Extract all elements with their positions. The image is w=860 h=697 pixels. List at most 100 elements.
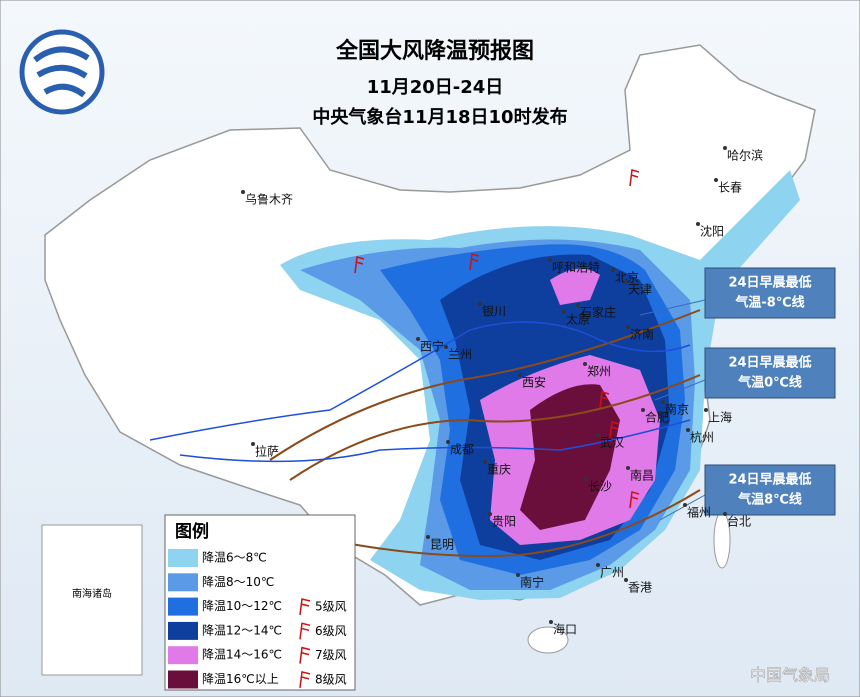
city-dot	[723, 146, 727, 150]
callout-text: 气温-8℃线	[735, 295, 804, 311]
callout-box	[704, 464, 836, 516]
watermark: 中国气象局	[750, 666, 830, 685]
inset-box	[41, 524, 143, 676]
city-dot	[723, 512, 727, 516]
legend-swatch	[168, 621, 198, 640]
city-dot	[251, 442, 255, 446]
city-label: 沈阳	[700, 224, 724, 239]
city-dot	[488, 512, 492, 516]
logo	[19, 29, 105, 115]
city-dot	[562, 310, 566, 314]
legend-swatch	[168, 670, 198, 689]
wind-flag	[299, 598, 311, 616]
city-label: 杭州	[690, 430, 714, 445]
callout-box	[704, 267, 836, 319]
city-dot	[483, 460, 487, 464]
city-dot	[549, 620, 553, 624]
inset-label: 南海诸岛	[72, 587, 112, 600]
city-label: 台北	[727, 514, 751, 529]
city-label: 西安	[522, 375, 546, 390]
city-label: 广州	[600, 566, 624, 580]
city-label: 香港	[628, 581, 652, 595]
city-label: 兰州	[448, 348, 472, 362]
wind-flag	[609, 421, 620, 439]
city-label: 南宁	[520, 575, 544, 590]
legend-label: 降温14～16℃	[202, 648, 282, 662]
legend-label: 降温10～12℃	[202, 599, 282, 613]
wind-flag	[629, 169, 640, 187]
city-label: 呼和浩特	[552, 260, 600, 275]
wind-flag	[629, 491, 640, 509]
rivers	[149, 321, 691, 463]
city-dot	[518, 373, 522, 377]
city-label: 福州	[687, 505, 711, 520]
wind-flag	[469, 253, 480, 271]
city-dot	[446, 440, 450, 444]
city-dot	[576, 303, 580, 307]
city-dot	[444, 345, 448, 349]
period: 11月20日-24日	[367, 77, 504, 98]
city-dot	[624, 578, 628, 582]
city-dot	[704, 408, 708, 412]
city-dot	[416, 337, 420, 341]
legend-swatch	[168, 646, 198, 665]
legend-label: 降温6～8℃	[202, 551, 267, 565]
city-label: 南京	[665, 402, 689, 417]
city-label: 南昌	[630, 468, 654, 483]
city-dot	[583, 362, 587, 366]
city-dot	[696, 222, 700, 226]
city-label: 重庆	[487, 463, 511, 477]
city-dot	[624, 280, 628, 284]
city-dot	[478, 302, 482, 306]
city-dot	[596, 563, 600, 567]
city-label: 天津	[628, 283, 652, 297]
wind-label: 8级风	[315, 672, 347, 686]
city-label: 长春	[718, 181, 742, 195]
city-dot	[596, 433, 600, 437]
city-dot	[661, 400, 665, 404]
city-label: 成都	[450, 443, 474, 457]
city-dot	[641, 408, 645, 412]
legend-label: 降温16℃以上	[202, 672, 279, 686]
city-dot	[611, 268, 615, 272]
callout-text: 24日早晨最低	[728, 275, 811, 291]
wind-flag	[299, 670, 311, 688]
callout-text: 气温8℃线	[738, 492, 802, 508]
legend-label: 降温8～10℃	[202, 575, 274, 589]
isotherms	[269, 309, 701, 557]
city-label: 海口	[553, 622, 577, 637]
legend-swatch	[168, 549, 198, 567]
city-label: 贵阳	[492, 515, 516, 529]
issuer: 中央气象台11月18日10时发布	[312, 106, 567, 128]
city-label: 石家庄	[580, 305, 616, 320]
zone-16-plus	[520, 384, 620, 530]
city-label: 西宁	[420, 339, 444, 354]
hainan	[527, 626, 569, 654]
wind-flag	[299, 622, 311, 640]
city-dot	[241, 190, 245, 194]
city-dot	[626, 466, 630, 470]
city-label: 银川	[482, 305, 506, 319]
callout-box	[704, 347, 836, 399]
wind-label: 7级风	[315, 648, 347, 662]
wind-flag	[354, 256, 365, 274]
city-label: 拉萨	[255, 444, 279, 459]
city-dot	[516, 573, 520, 577]
legend-swatch	[168, 573, 198, 592]
callout-text: 24日早晨最低	[728, 472, 811, 488]
city-dot	[626, 325, 630, 329]
city-dot	[714, 178, 718, 182]
wind-flag	[599, 391, 610, 409]
wind-label: 6级风	[315, 624, 347, 638]
city-dot	[584, 477, 588, 481]
city-dot	[426, 535, 430, 539]
city-label: 济南	[630, 327, 654, 342]
city-label: 上海	[708, 410, 732, 425]
city-label: 北京	[615, 271, 639, 285]
legend-title: 图例	[175, 521, 209, 542]
callout-text: 气温0℃线	[738, 375, 802, 391]
legend-label: 降温12～14℃	[202, 623, 282, 637]
city-label: 长沙	[588, 480, 612, 494]
